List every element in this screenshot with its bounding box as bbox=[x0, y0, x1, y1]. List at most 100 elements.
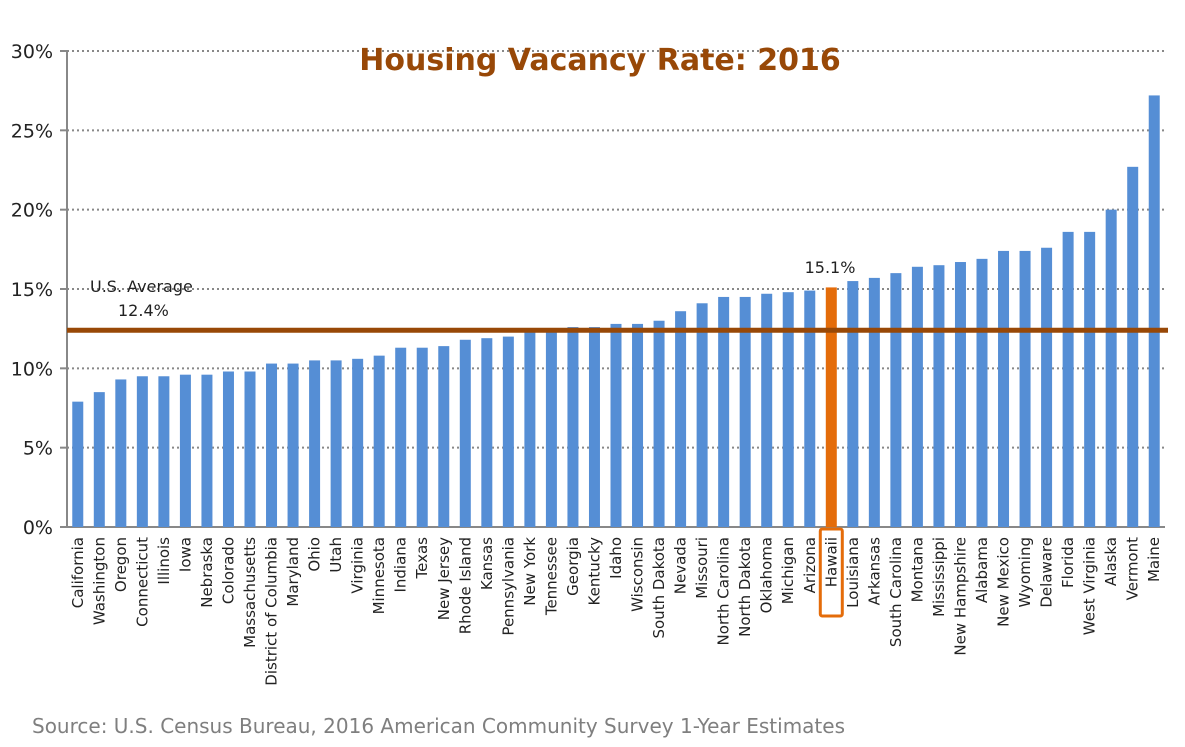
bar-connecticut bbox=[136, 376, 148, 527]
bar-alaska bbox=[1105, 209, 1117, 527]
bar-iowa bbox=[179, 374, 191, 527]
x-tick-label: New Jersey bbox=[435, 537, 453, 620]
bar-oregon bbox=[115, 379, 127, 527]
x-tick-label: Montana bbox=[908, 537, 926, 602]
x-tick-label: Wyoming bbox=[1016, 537, 1034, 607]
bar-vermont bbox=[1127, 166, 1139, 527]
x-tick-label: Delaware bbox=[1038, 537, 1056, 608]
bar-ohio bbox=[309, 360, 321, 527]
bar-washington bbox=[93, 392, 105, 527]
y-tick-label: 10% bbox=[11, 358, 53, 380]
bar-kansas bbox=[481, 338, 493, 527]
x-tick-label: Massachusetts bbox=[241, 537, 259, 648]
bar-colorado bbox=[222, 371, 234, 527]
x-tick-label: Oregon bbox=[112, 537, 130, 592]
x-tick-label: Indiana bbox=[392, 537, 410, 593]
bar-new-hampshire bbox=[954, 262, 966, 527]
x-tick-label: Maryland bbox=[284, 537, 302, 607]
x-tick-label: New York bbox=[521, 537, 539, 606]
bar-west-virginia bbox=[1084, 231, 1096, 527]
bar-louisiana bbox=[847, 281, 859, 527]
average-label: U.S. Average bbox=[90, 277, 193, 296]
x-tick-label: Mississippi bbox=[930, 537, 948, 617]
bar-florida bbox=[1062, 231, 1074, 527]
x-tick-label: South Carolina bbox=[887, 537, 905, 647]
x-tick-label: Idaho bbox=[607, 537, 625, 579]
bar-new-jersey bbox=[438, 346, 450, 527]
x-tick-label: Ohio bbox=[306, 537, 324, 572]
source-note: Source: U.S. Census Bureau, 2016 America… bbox=[32, 714, 845, 738]
x-tick-label: Vermont bbox=[1124, 537, 1142, 601]
y-tick-label: 25% bbox=[11, 120, 53, 142]
x-tick-label: Wisconsin bbox=[629, 537, 647, 612]
bar-alabama bbox=[976, 258, 988, 527]
x-tick-label: New Hampshire bbox=[951, 537, 969, 656]
bar-idaho bbox=[610, 323, 622, 527]
x-tick-label: Pennsylvania bbox=[499, 537, 517, 636]
bar-new-mexico bbox=[998, 250, 1010, 528]
bar-rhode-island bbox=[459, 339, 471, 527]
bar-kentucky bbox=[588, 327, 600, 527]
x-tick-label: Alaska bbox=[1102, 537, 1120, 586]
bar-oklahoma bbox=[761, 293, 773, 527]
bar-virginia bbox=[352, 358, 364, 527]
bar-utah bbox=[330, 360, 342, 527]
x-tick-label: Iowa bbox=[176, 537, 194, 572]
x-tick-label: Florida bbox=[1059, 537, 1077, 588]
x-tick-label: Louisiana bbox=[844, 537, 862, 608]
average-value-label: 12.4% bbox=[118, 301, 169, 320]
x-tick-label: Missouri bbox=[693, 537, 711, 599]
x-tick-label: North Carolina bbox=[715, 537, 733, 645]
x-tick-label: Colorado bbox=[219, 537, 237, 604]
bar-nevada bbox=[675, 311, 687, 527]
x-tick-label: Rhode Island bbox=[456, 537, 474, 634]
y-tick-label: 30% bbox=[11, 41, 53, 63]
x-tick-label: Maine bbox=[1145, 537, 1163, 582]
x-tick-label: Minnesota bbox=[370, 537, 388, 614]
x-tick-label: Tennessee bbox=[542, 537, 560, 616]
x-tick-label: District of Columbia bbox=[263, 537, 281, 686]
y-tick-label: 15% bbox=[11, 279, 53, 301]
bar-delaware bbox=[1041, 247, 1053, 527]
bar-indiana bbox=[395, 347, 407, 527]
y-tick-label: 5% bbox=[23, 438, 53, 460]
bar-california bbox=[72, 401, 84, 527]
bar-illinois bbox=[158, 376, 170, 527]
bar-pennsylvania bbox=[502, 336, 514, 527]
x-tick-label: Arizona bbox=[801, 537, 819, 593]
x-tick-label: New Mexico bbox=[995, 537, 1013, 627]
x-tick-label: West Virginia bbox=[1081, 537, 1099, 635]
bar-minnesota bbox=[373, 355, 385, 527]
bar-new-york bbox=[524, 331, 536, 527]
bar-north-dakota bbox=[739, 296, 751, 527]
x-tick-label: California bbox=[69, 537, 87, 608]
bar-georgia bbox=[567, 327, 579, 527]
x-tick-label: Alabama bbox=[973, 537, 991, 603]
bar-wisconsin bbox=[632, 323, 644, 527]
bar-arkansas bbox=[868, 277, 880, 527]
highlight-value-label: 15.1% bbox=[805, 258, 856, 277]
bar-south-carolina bbox=[890, 273, 902, 527]
y-tick-label: 0% bbox=[23, 517, 53, 539]
bar-texas bbox=[416, 347, 428, 527]
bar-mississippi bbox=[933, 265, 945, 527]
x-tick-label: Nevada bbox=[672, 537, 690, 594]
bar-missouri bbox=[696, 303, 708, 527]
x-tick-label: South Dakota bbox=[650, 537, 668, 639]
x-tick-label: Utah bbox=[327, 537, 345, 573]
bar-south-dakota bbox=[653, 320, 665, 527]
bar-maine bbox=[1148, 95, 1160, 527]
chart-title: Housing Vacancy Rate: 2016 bbox=[359, 43, 840, 78]
bar-montana bbox=[911, 266, 923, 527]
bar-north-carolina bbox=[718, 296, 730, 527]
x-tick-label: Illinois bbox=[155, 537, 173, 585]
bar-wyoming bbox=[1019, 250, 1031, 528]
bar-massachusetts bbox=[244, 371, 256, 527]
bar-arizona bbox=[804, 290, 816, 527]
x-tick-label: Georgia bbox=[564, 537, 582, 596]
x-tick-label: Arkansas bbox=[865, 537, 883, 606]
x-tick-label: Kansas bbox=[478, 537, 496, 590]
y-tick-label: 20% bbox=[11, 200, 53, 222]
